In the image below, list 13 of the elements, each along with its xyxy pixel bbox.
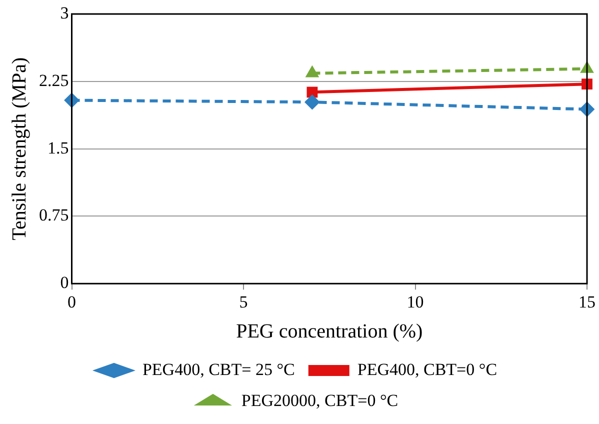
legend-label: PEG20000, CBT=0 °C [241, 390, 398, 410]
x-tick-label: 15 [578, 292, 596, 312]
y-axis-title: Tensile strength (MPa) [8, 57, 30, 240]
y-tick-label: 3 [60, 3, 69, 22]
x-tick-label: 5 [239, 292, 248, 312]
legend-label: PEG400, CBT=0 °C [357, 360, 498, 379]
y-tick-label: 0.75 [39, 206, 69, 225]
legend-label: PEG400, CBT= 25 °C [142, 360, 295, 379]
x-tick-label: 10 [406, 292, 424, 312]
x-axis-title: PEG concentration (%) [236, 320, 423, 342]
y-tick-label: 1.5 [48, 138, 69, 158]
y-tick-label: 2.25 [39, 70, 69, 90]
y-tick-label: 0 [60, 273, 69, 292]
